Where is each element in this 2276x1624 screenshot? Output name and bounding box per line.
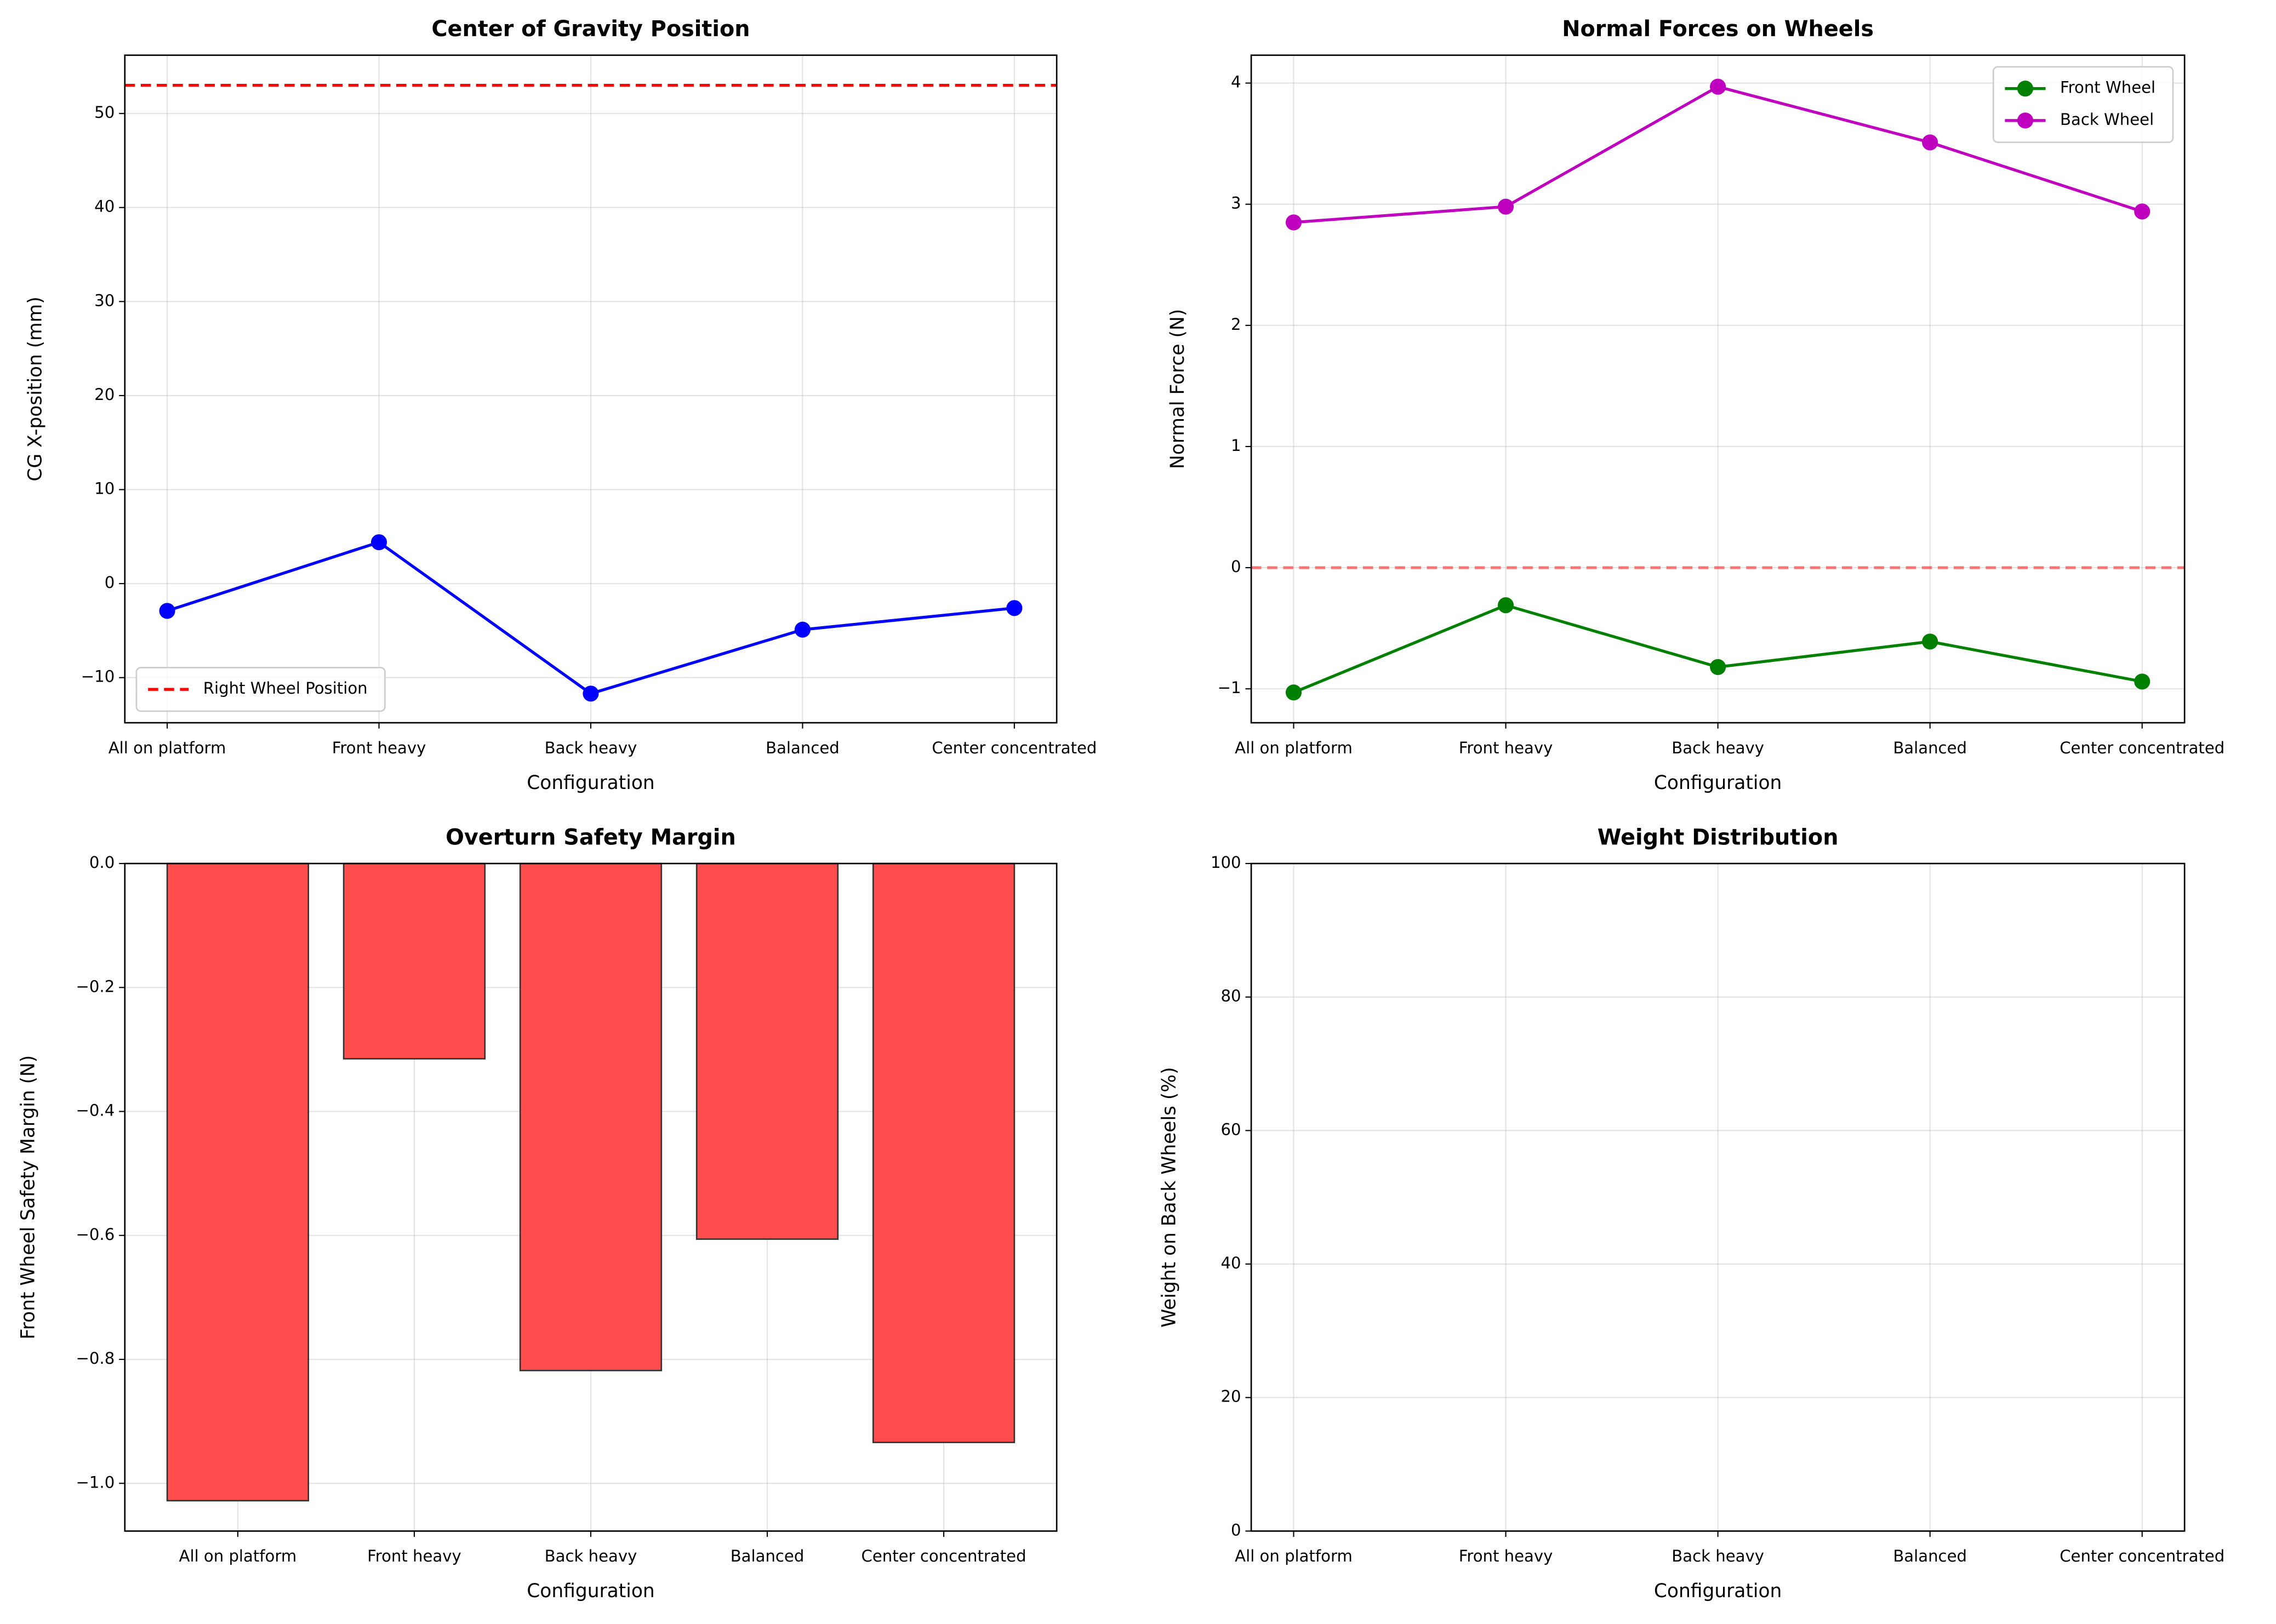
legend-marker	[2017, 112, 2034, 129]
y-tick-label: 30	[94, 291, 115, 310]
legend-marker	[2017, 81, 2034, 97]
y-tick-label: 4	[1231, 73, 1241, 92]
y-tick-label: 80	[1220, 987, 1241, 1005]
y-tick-label: 2	[1231, 315, 1241, 334]
point	[794, 621, 811, 638]
y-tick-label: 100	[1211, 853, 1241, 872]
x-tick-label: Front heavy	[1459, 1547, 1553, 1565]
bar	[519, 862, 663, 1371]
legend: Front Wheel Back Wheel	[1992, 66, 2174, 143]
panel: 0 20 40 60 80 100 All on platform Front heavy Ba…	[1158, 825, 2224, 1602]
legend-label: Front Wheel	[2060, 78, 2155, 97]
x-tick-label: All on platform	[1235, 739, 1353, 757]
y-tick-label: −0.2	[76, 977, 115, 996]
y-tick-label: 60	[1220, 1120, 1241, 1139]
point	[1006, 600, 1023, 616]
legend-frame	[135, 667, 386, 712]
x-tick-label: Balanced	[1893, 1547, 1967, 1565]
x-tick-label: Back heavy	[545, 739, 637, 757]
point	[1497, 198, 1514, 215]
chart-title: Overturn Safety Margin	[446, 825, 736, 850]
legend: Right Wheel Position	[135, 667, 386, 712]
y-tick-label: 1	[1231, 436, 1241, 455]
x-tick-label: Front heavy	[367, 1547, 461, 1565]
y-tick-label: 20	[94, 385, 115, 404]
panel: −1.0 −0.8 −0.6 −0.4 −0.2 0.0 All on platform Fr…	[17, 825, 1058, 1602]
y-axis-label: CG X-position (mm)	[25, 296, 47, 481]
y-tick-label: 40	[94, 197, 115, 216]
x-tick-label: All on platform	[179, 1547, 297, 1565]
y-tick-label: 0	[1231, 1520, 1241, 1539]
legend-label: Back Wheel	[2060, 110, 2154, 129]
panel: −1 0 1 2 3 4 All on platform Front heavy Back he…	[1167, 16, 2224, 794]
x-tick-label: Front heavy	[1459, 739, 1553, 757]
axes-frame	[1250, 862, 2186, 1532]
x-tick-label: Center concentrated	[2060, 739, 2224, 757]
panel: −10 0 10 20 30 40 50 All on platform Front heavy…	[25, 16, 1097, 794]
point	[2134, 673, 2150, 690]
x-tick-label: Center concentrated	[862, 1547, 1026, 1565]
y-tick-label: −1	[1218, 678, 1241, 697]
x-axis-label: Configuration	[1654, 772, 1782, 794]
x-tick-label: All on platform	[109, 739, 226, 757]
chart-title: Weight Distribution	[1598, 825, 1839, 850]
x-tick-label: Center concentrated	[932, 739, 1097, 757]
axes-frame	[124, 862, 1058, 1532]
y-tick-label: −10	[81, 667, 115, 686]
point	[370, 534, 387, 551]
y-tick-label: 50	[94, 103, 115, 122]
x-tick-label: Front heavy	[332, 739, 426, 757]
x-axis-label: Configuration	[527, 1580, 654, 1602]
y-axis-label: Normal Force (N)	[1167, 309, 1189, 469]
x-tick-label: All on platform	[1235, 1547, 1353, 1565]
point	[2134, 203, 2150, 220]
y-tick-label: 20	[1220, 1387, 1241, 1406]
x-tick-label: Back heavy	[1672, 739, 1764, 757]
point	[159, 603, 175, 619]
x-axis-label: Configuration	[1654, 1580, 1782, 1602]
point	[1710, 78, 1726, 95]
legend-frame	[1992, 66, 2174, 143]
x-tick-label: Back heavy	[1672, 1547, 1764, 1565]
bar	[872, 862, 1016, 1443]
y-tick-label: −0.8	[76, 1349, 115, 1368]
y-tick-label: 10	[94, 479, 115, 498]
bar	[166, 862, 310, 1502]
x-tick-label: Back heavy	[545, 1547, 637, 1565]
point	[1922, 633, 1938, 650]
point	[583, 685, 599, 702]
point	[1497, 597, 1514, 614]
x-axis-label: Configuration	[527, 772, 654, 794]
chart-title: Center of Gravity Position	[431, 16, 750, 42]
x-tick-label: Balanced	[731, 1547, 805, 1565]
axes-frame	[124, 54, 1058, 724]
point	[1285, 684, 1302, 701]
bar	[343, 862, 486, 1060]
x-tick-label: Center concentrated	[2060, 1547, 2224, 1565]
bar	[695, 862, 839, 1240]
chart-title: Normal Forces on Wheels	[1562, 16, 1874, 42]
y-axis-label: Front Wheel Safety Margin (N)	[17, 1055, 39, 1340]
legend-label: Right Wheel Position	[203, 679, 368, 697]
x-tick-label: Balanced	[1893, 739, 1967, 757]
y-tick-label: 3	[1231, 194, 1241, 213]
y-tick-label: 0	[105, 573, 115, 592]
axes-frame	[1250, 54, 2186, 724]
point	[1922, 134, 1938, 151]
point	[1285, 214, 1302, 231]
y-tick-label: −1.0	[76, 1473, 115, 1491]
y-tick-label: 0.0	[89, 853, 115, 872]
y-tick-label: −0.4	[76, 1101, 115, 1120]
y-axis-label: Weight on Back Wheels (%)	[1158, 1067, 1180, 1327]
point	[1710, 659, 1726, 675]
y-tick-label: −0.6	[76, 1225, 115, 1244]
y-tick-label: 0	[1231, 557, 1241, 576]
y-tick-label: 40	[1220, 1254, 1241, 1272]
x-tick-label: Balanced	[766, 739, 840, 757]
